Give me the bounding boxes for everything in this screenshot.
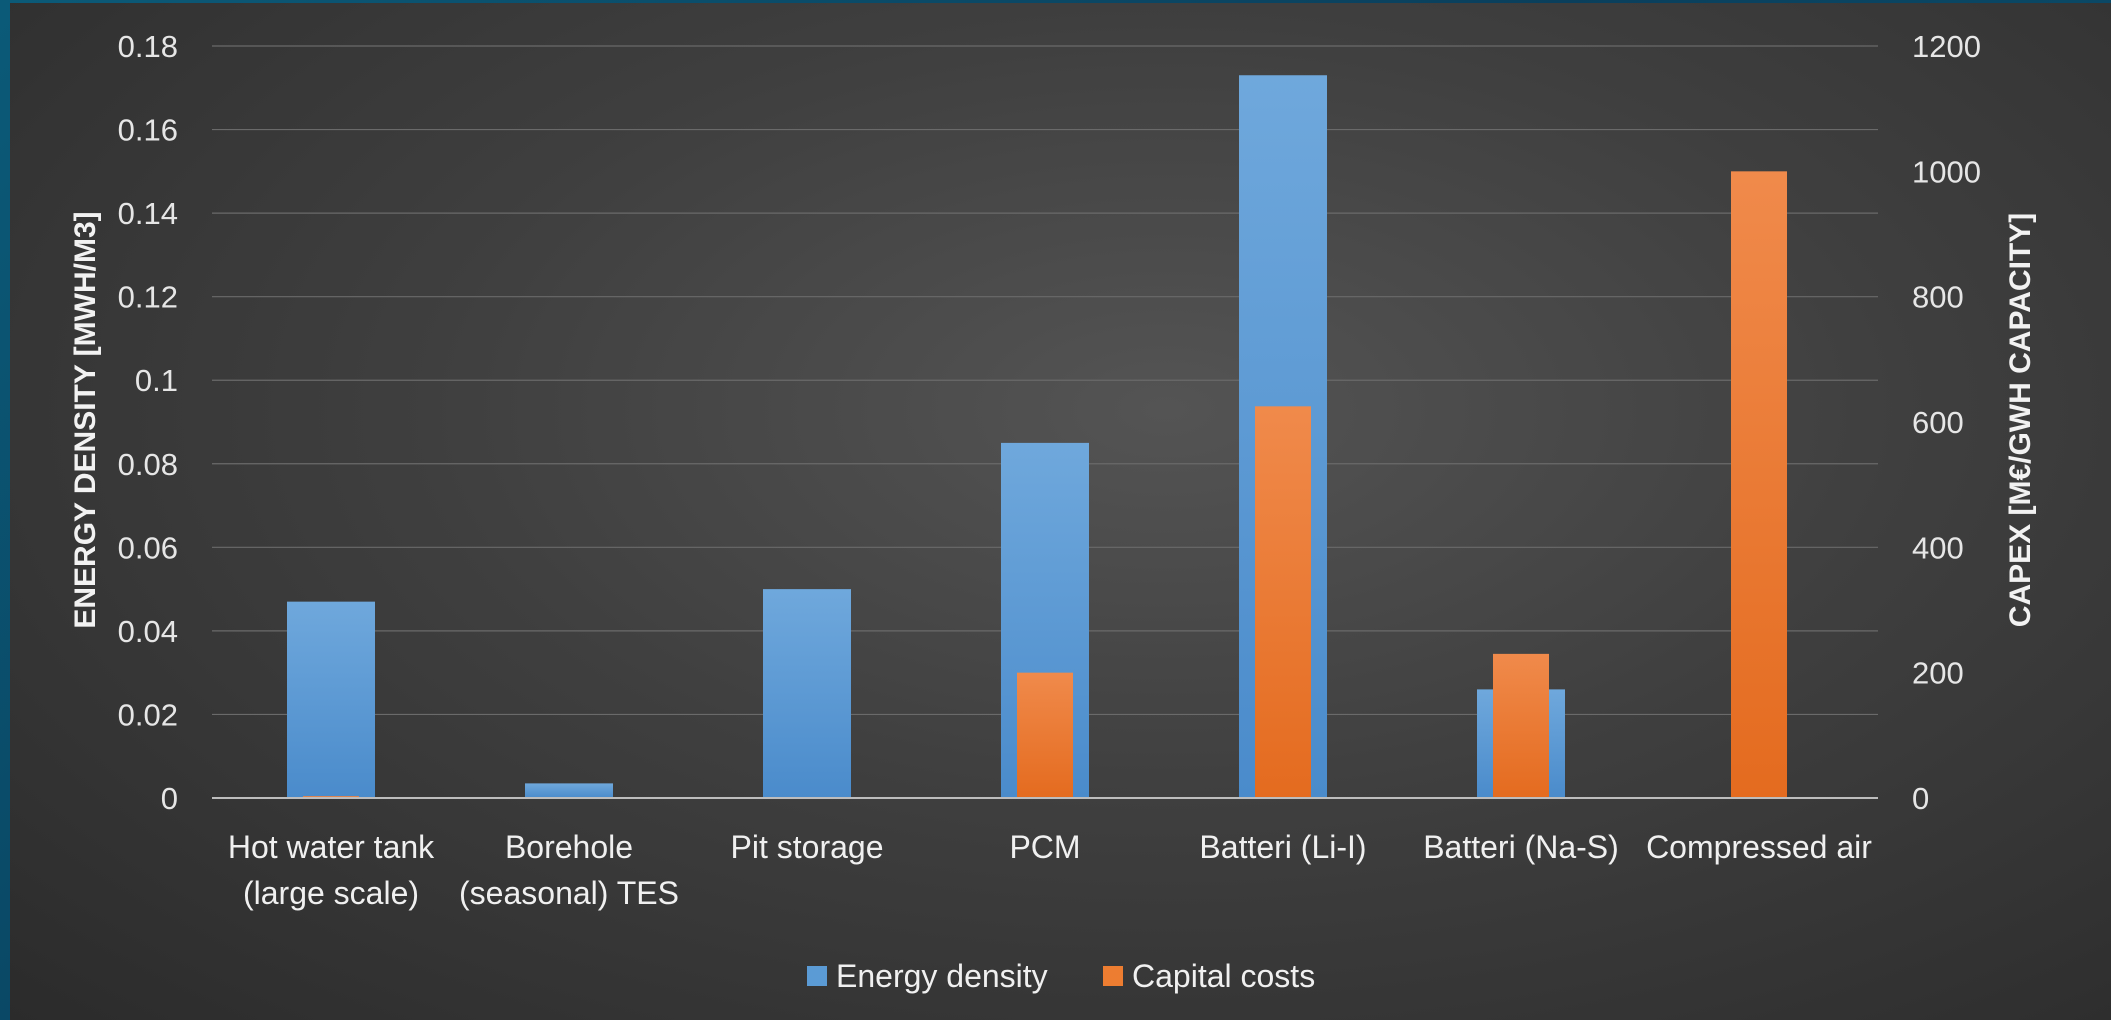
legend-label: Capital costs xyxy=(1132,958,1315,994)
x-category-label: PCM xyxy=(1009,829,1080,865)
legend: Energy density Capital costs xyxy=(807,958,1315,994)
x-category-label: (large scale) xyxy=(243,875,419,911)
bar-energy-density xyxy=(287,601,375,798)
y-right-tick-label: 800 xyxy=(1912,280,1964,315)
legend-swatch xyxy=(807,966,827,986)
y-left-tick-label: 0.14 xyxy=(118,196,178,231)
legend-label: Energy density xyxy=(836,958,1048,994)
x-category-label: Borehole xyxy=(505,829,633,865)
y-right-tick-label: 1000 xyxy=(1912,154,1981,189)
y-axis-right-title: CAPEX [M€/GWH CAPACITY] xyxy=(2004,213,2037,627)
x-category-label: Pit storage xyxy=(731,829,884,865)
y-right-tick-label: 400 xyxy=(1912,530,1964,565)
bar-capital-costs xyxy=(1493,653,1549,798)
y-left-tick-label: 0.08 xyxy=(118,447,178,482)
y-left-tick-label: 0.1 xyxy=(135,363,178,398)
y-left-tick-label: 0.06 xyxy=(118,530,178,565)
x-category-label: Batteri (Na-S) xyxy=(1423,829,1619,865)
bars xyxy=(287,75,1787,799)
bar-capital-costs xyxy=(1731,171,1787,799)
y-right-tick-label: 200 xyxy=(1912,656,1964,691)
bar-energy-density xyxy=(763,589,851,798)
bar-capital-costs xyxy=(1017,672,1073,798)
x-category-label: (seasonal) TES xyxy=(459,875,679,911)
y-left-tick-label: 0.02 xyxy=(118,697,178,732)
bar-energy-density xyxy=(525,783,613,798)
y-right-tick-label: 0 xyxy=(1912,781,1929,816)
y-right-tick-label: 1200 xyxy=(1912,29,1981,64)
legend-swatch xyxy=(1103,966,1123,986)
y-left-tick-label: 0.16 xyxy=(118,113,178,148)
y-left-tick-label: 0.12 xyxy=(118,280,178,315)
bar-capital-costs xyxy=(1255,406,1311,798)
y-left-tick-label: 0 xyxy=(161,781,178,816)
y-right-tick-label: 600 xyxy=(1912,405,1964,440)
y-left-tick-label: 0.04 xyxy=(118,614,178,649)
tick-labels: 0 0.02 0.04 0.06 0.08 0.1 0.12 0.14 0.16 0.18 0 200… xyxy=(118,29,1981,911)
x-category-label: Compressed air xyxy=(1646,829,1872,865)
y-axis-left-title: ENERGY DENSITY [MWH/M3] xyxy=(69,211,102,628)
y-left-tick-label: 0.18 xyxy=(118,29,178,64)
x-category-label: Batteri (Li-I) xyxy=(1199,829,1366,865)
x-category-label: Hot water tank xyxy=(228,829,435,865)
